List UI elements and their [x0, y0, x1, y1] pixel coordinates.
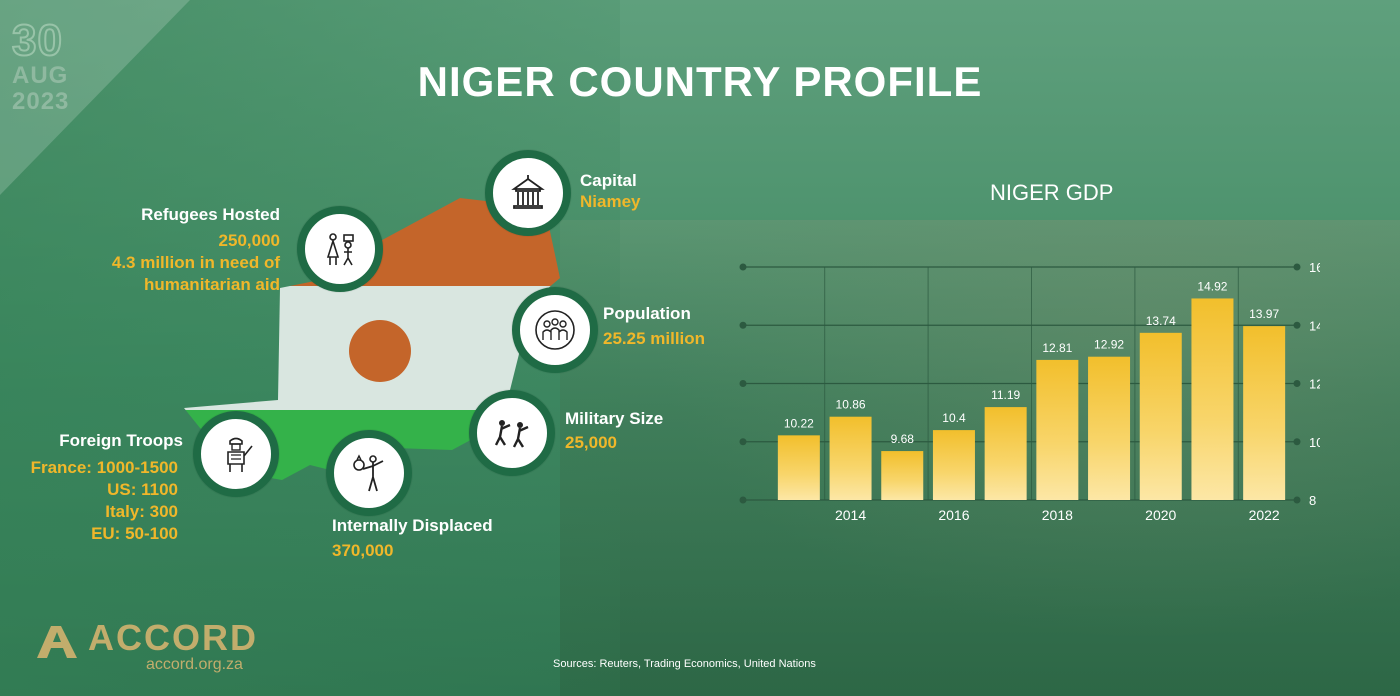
bar-value-label: 14.92 [1197, 279, 1227, 293]
gdp-bar-chart: 16 14 12 10 8 10.22 10.86 9.68 10.4 11.19 12.81 12.… [739, 260, 1320, 523]
date-day: 30 [11, 15, 63, 66]
soldier-icon [227, 437, 253, 472]
bar [1243, 326, 1286, 500]
logo-wordmark: ACCORD [88, 617, 258, 658]
displaced-icon-circle [326, 430, 412, 516]
x-tick-label: 2014 [835, 507, 866, 523]
displaced-label: Internally Displaced [332, 516, 493, 535]
x-tick-label: 2016 [938, 507, 969, 523]
chart-title: NIGER GDP [990, 180, 1114, 205]
population-value: 25.25 million [603, 329, 706, 348]
gridline-dot [739, 321, 747, 329]
refugees-icon [326, 233, 354, 266]
bar-value-label: 11.19 [991, 388, 1020, 402]
gridline-dot [1293, 263, 1301, 271]
y-tick-label: 10 [1309, 435, 1320, 450]
flag-sun-disc [349, 320, 411, 382]
date-year: 2023 [12, 88, 70, 115]
y-tick-label: 12 [1309, 377, 1320, 392]
bar-value-label: 12.92 [1094, 338, 1124, 352]
bar [932, 430, 975, 500]
bar [1088, 356, 1131, 500]
capital-icon-circle [485, 150, 571, 236]
bar [1191, 298, 1234, 500]
population-icon-circle [512, 287, 598, 373]
foreign-troops-label: Foreign Troops [59, 431, 183, 450]
bar-value-label: 10.22 [784, 416, 814, 430]
population-icon [535, 310, 575, 350]
y-tick-label: 14 [1309, 318, 1320, 333]
y-tick-label: 16 [1309, 260, 1320, 275]
page-title: NIGER COUNTRY PROFILE [417, 58, 983, 105]
population-label: Population [603, 304, 691, 323]
logo-url: accord.org.za [146, 656, 243, 673]
gridline-dot [1293, 496, 1301, 504]
bar-value-label: 10.4 [942, 411, 966, 425]
displaced-person-icon [353, 454, 384, 492]
date-month: AUG [12, 62, 69, 89]
refugees-note-line2: humanitarian aid [143, 275, 280, 294]
bar [984, 407, 1027, 500]
gridline-dot [739, 496, 747, 504]
gridline-dot [1293, 321, 1301, 329]
gridline-dot [739, 380, 747, 387]
bar-value-label: 9.68 [891, 432, 915, 446]
military-label: Military Size [565, 409, 664, 428]
x-tick-label: 2020 [1145, 507, 1176, 523]
refugees-value: 250,000 [218, 231, 280, 250]
foreign-troops-item: France: 1000-1500 [30, 458, 178, 477]
bar [829, 416, 872, 500]
gridline-dot [1293, 380, 1301, 387]
military-value: 25,000 [565, 433, 617, 452]
bar [777, 435, 820, 500]
bar [881, 451, 924, 500]
capital-label: Capital [580, 171, 637, 190]
x-tick-label: 2018 [1042, 507, 1073, 523]
date-corner [0, 0, 190, 195]
bar-value-label: 13.97 [1249, 307, 1279, 321]
foreign-troops-item: US: 1100 [107, 480, 178, 499]
x-tick-label: 2022 [1249, 507, 1280, 523]
refugees-note-line1: 4.3 million in need of [111, 253, 280, 272]
bar [1139, 332, 1182, 500]
gridline-dot [1293, 438, 1301, 446]
refugees-icon-circle [297, 206, 383, 292]
foreign-troops-icon-circle [193, 411, 279, 497]
soldiers-icon [494, 420, 529, 448]
military-icon-circle [469, 390, 555, 476]
building-icon [511, 175, 545, 209]
capital-value: Niamey [580, 192, 641, 211]
gridline-dot [739, 263, 747, 271]
y-tick-label: 8 [1309, 493, 1316, 508]
displaced-value: 370,000 [332, 541, 394, 560]
gridline-dot [739, 438, 747, 446]
foreign-troops-item: EU: 50-100 [91, 524, 178, 543]
bar-value-label: 13.74 [1146, 314, 1176, 328]
refugees-label: Refugees Hosted [141, 205, 280, 224]
bar [1036, 359, 1079, 500]
africa-logo-icon [37, 626, 77, 658]
foreign-troops-item: Italy: 300 [105, 502, 178, 521]
bar-value-label: 10.86 [836, 398, 866, 412]
sources-note: Sources: Reuters, Trading Economics, Uni… [553, 658, 816, 670]
bar-value-label: 12.81 [1042, 341, 1072, 355]
